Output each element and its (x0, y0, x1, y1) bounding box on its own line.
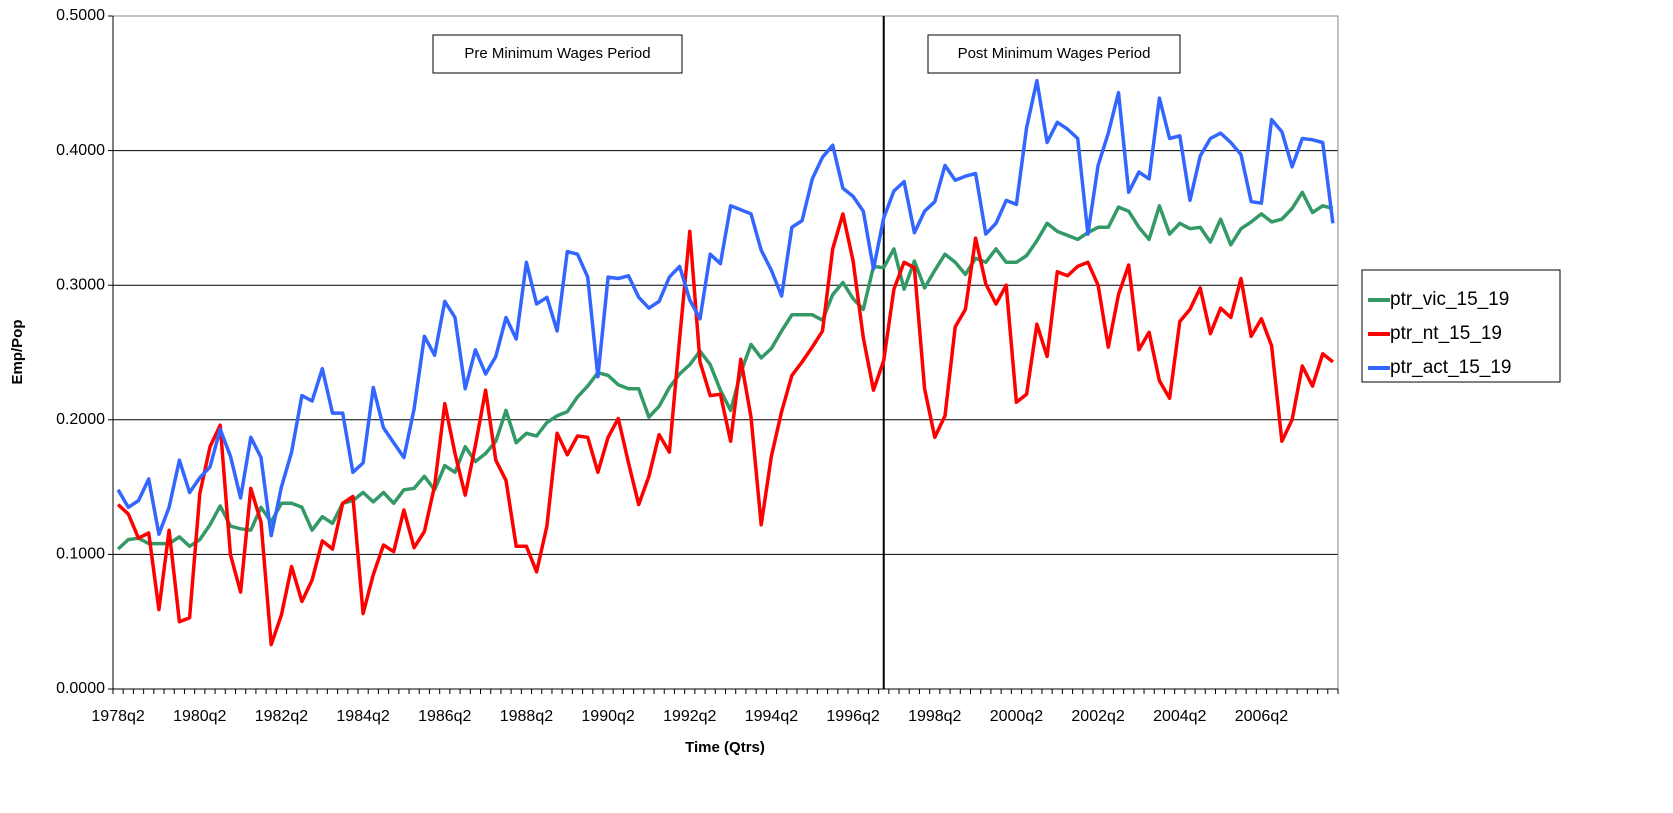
x-tick-label: 1982q2 (255, 708, 308, 725)
annotation-box (432, 34, 683, 74)
y-tick-label: 0.4000 (56, 142, 105, 159)
x-tick-label: 2004q2 (1153, 708, 1206, 725)
x-tick-label: 2006q2 (1235, 708, 1288, 725)
y-tick-label: 0.5000 (56, 7, 105, 24)
series-line (116, 212, 1334, 647)
x-tick-label: 1988q2 (500, 708, 553, 725)
x-tick-label: 1980q2 (173, 708, 226, 725)
x-tick-label: 1990q2 (581, 708, 634, 725)
annotation: Post Minimum Wages Period (958, 45, 1151, 62)
x-tick-label: 1996q2 (826, 708, 879, 725)
y-tick-label: 0.2000 (56, 411, 105, 428)
legend-box (1361, 269, 1561, 383)
y-tick-label: 0.3000 (56, 276, 105, 293)
x-tick-label: 1978q2 (91, 708, 144, 725)
series-line (116, 78, 1335, 538)
annotation: Pre Minimum Wages Period (464, 45, 650, 62)
x-axis-title: Time (Qtrs) (685, 739, 765, 756)
x-tick-label: 1992q2 (663, 708, 716, 725)
annotation-box (927, 34, 1181, 74)
x-tick-label: 1998q2 (908, 708, 961, 725)
y-tick-label: 0.0000 (56, 680, 105, 697)
x-tick-label: 2000q2 (990, 708, 1043, 725)
legend-label: ptr_nt_15_19 (1390, 323, 1502, 344)
series-line (116, 190, 1334, 551)
legend-label: ptr_act_15_19 (1390, 357, 1512, 378)
x-tick-label: 1984q2 (336, 708, 389, 725)
y-tick-label: 0.1000 (56, 546, 105, 563)
x-tick-label: 1986q2 (418, 708, 471, 725)
x-tick-label: 2002q2 (1071, 708, 1124, 725)
y-axis-title: Emp/Pop (9, 319, 26, 384)
x-tick-label: 1994q2 (745, 708, 798, 725)
legend-label: ptr_vic_15_19 (1390, 289, 1509, 310)
